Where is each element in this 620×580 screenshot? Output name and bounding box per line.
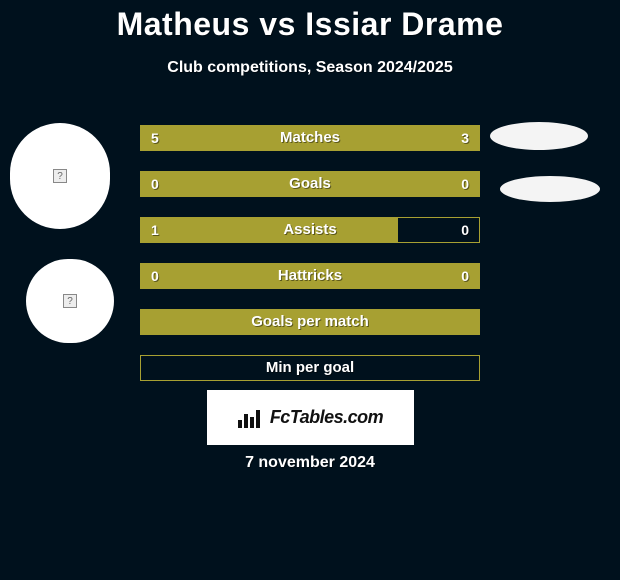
bar-left (141, 218, 398, 242)
stat-row-goals-per-match: Goals per match (140, 309, 480, 335)
footer-date: 7 november 2024 (0, 454, 620, 472)
comparison-bars: 5 Matches 3 0 Goals 0 1 Assists 0 0 Hatt… (140, 125, 480, 401)
stat-row-hattricks: 0 Hattricks 0 (140, 263, 480, 289)
bar-left (141, 172, 479, 196)
bar-right (352, 126, 479, 150)
club-left-avatar: ? (26, 259, 114, 343)
page-subtitle: Club competitions, Season 2024/2025 (0, 59, 620, 77)
stat-row-goals: 0 Goals 0 (140, 171, 480, 197)
player-right-avatar (490, 122, 588, 150)
stat-left-value: 0 (151, 264, 159, 288)
stat-label: Min per goal (141, 356, 479, 380)
stat-right-value: 0 (461, 218, 469, 242)
page-title: Matheus vs Issiar Drame (0, 0, 620, 43)
brand-box: FcTables.com (207, 390, 414, 445)
stat-right-value: 3 (461, 126, 469, 150)
stat-right-value: 0 (461, 264, 469, 288)
stat-row-min-per-goal: Min per goal (140, 355, 480, 381)
stat-left-value: 1 (151, 218, 159, 242)
bar-left (141, 126, 352, 150)
stat-left-value: 0 (151, 172, 159, 196)
brand-text: FcTables.com (270, 407, 383, 428)
stat-left-value: 5 (151, 126, 159, 150)
club-right-avatar (500, 176, 600, 202)
image-placeholder-icon: ? (63, 294, 77, 308)
image-placeholder-icon: ? (53, 169, 67, 183)
stat-row-assists: 1 Assists 0 (140, 217, 480, 243)
bar-left (141, 310, 479, 334)
stat-row-matches: 5 Matches 3 (140, 125, 480, 151)
player-left-avatar: ? (10, 123, 110, 229)
bar-left (141, 264, 479, 288)
bars-icon (238, 408, 264, 428)
stat-right-value: 0 (461, 172, 469, 196)
